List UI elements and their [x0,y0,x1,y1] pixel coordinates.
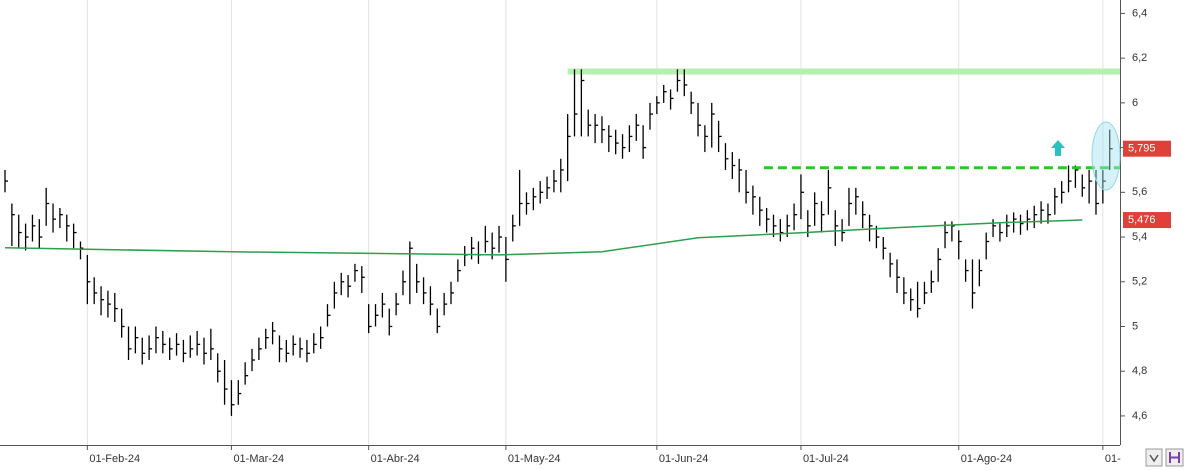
price-tag-label: 5,476 [1128,214,1156,226]
y-tick-label: 5,6 [1132,186,1147,198]
y-tick-label: 4,6 [1132,410,1147,422]
y-tick-label: 5 [1132,320,1138,332]
up-arrow [1051,140,1065,156]
x-tick-label: 01-May-24 [508,453,561,465]
price-tag [1123,212,1171,229]
plot-area [4,0,1120,445]
h-icon [1169,452,1180,463]
zoom-button[interactable] [1145,448,1163,467]
y-tick-label: 5,4 [1132,231,1147,243]
y-tick-label: 5,2 [1132,276,1147,288]
x-tick-label: 01- [1105,453,1121,465]
moving-average [4,219,1083,256]
price-tag [1123,140,1171,157]
y-tick-label: 6,4 [1132,7,1147,19]
y-tick-label: 6 [1132,97,1138,109]
x-tick-label: 01-Abr-24 [371,453,420,465]
x-tick-label: 01-Mar-24 [233,453,284,465]
price-tag-label: 5,795 [1128,143,1156,155]
x-tick-label: 01-Ago-24 [961,453,1012,465]
toolbar [1145,448,1184,467]
highlight-ellipse [1091,121,1121,191]
x-tick-label: 01-Jul-24 [803,453,849,465]
y-tick-label: 6,2 [1132,52,1147,64]
x-tick-label: 01-Jun-24 [659,453,709,465]
arrow-annotation [1051,140,1065,156]
x-tick-label: 01-Feb-24 [89,453,140,465]
zoom-icon [1149,454,1159,463]
y-tick-label: 4,8 [1132,365,1147,377]
